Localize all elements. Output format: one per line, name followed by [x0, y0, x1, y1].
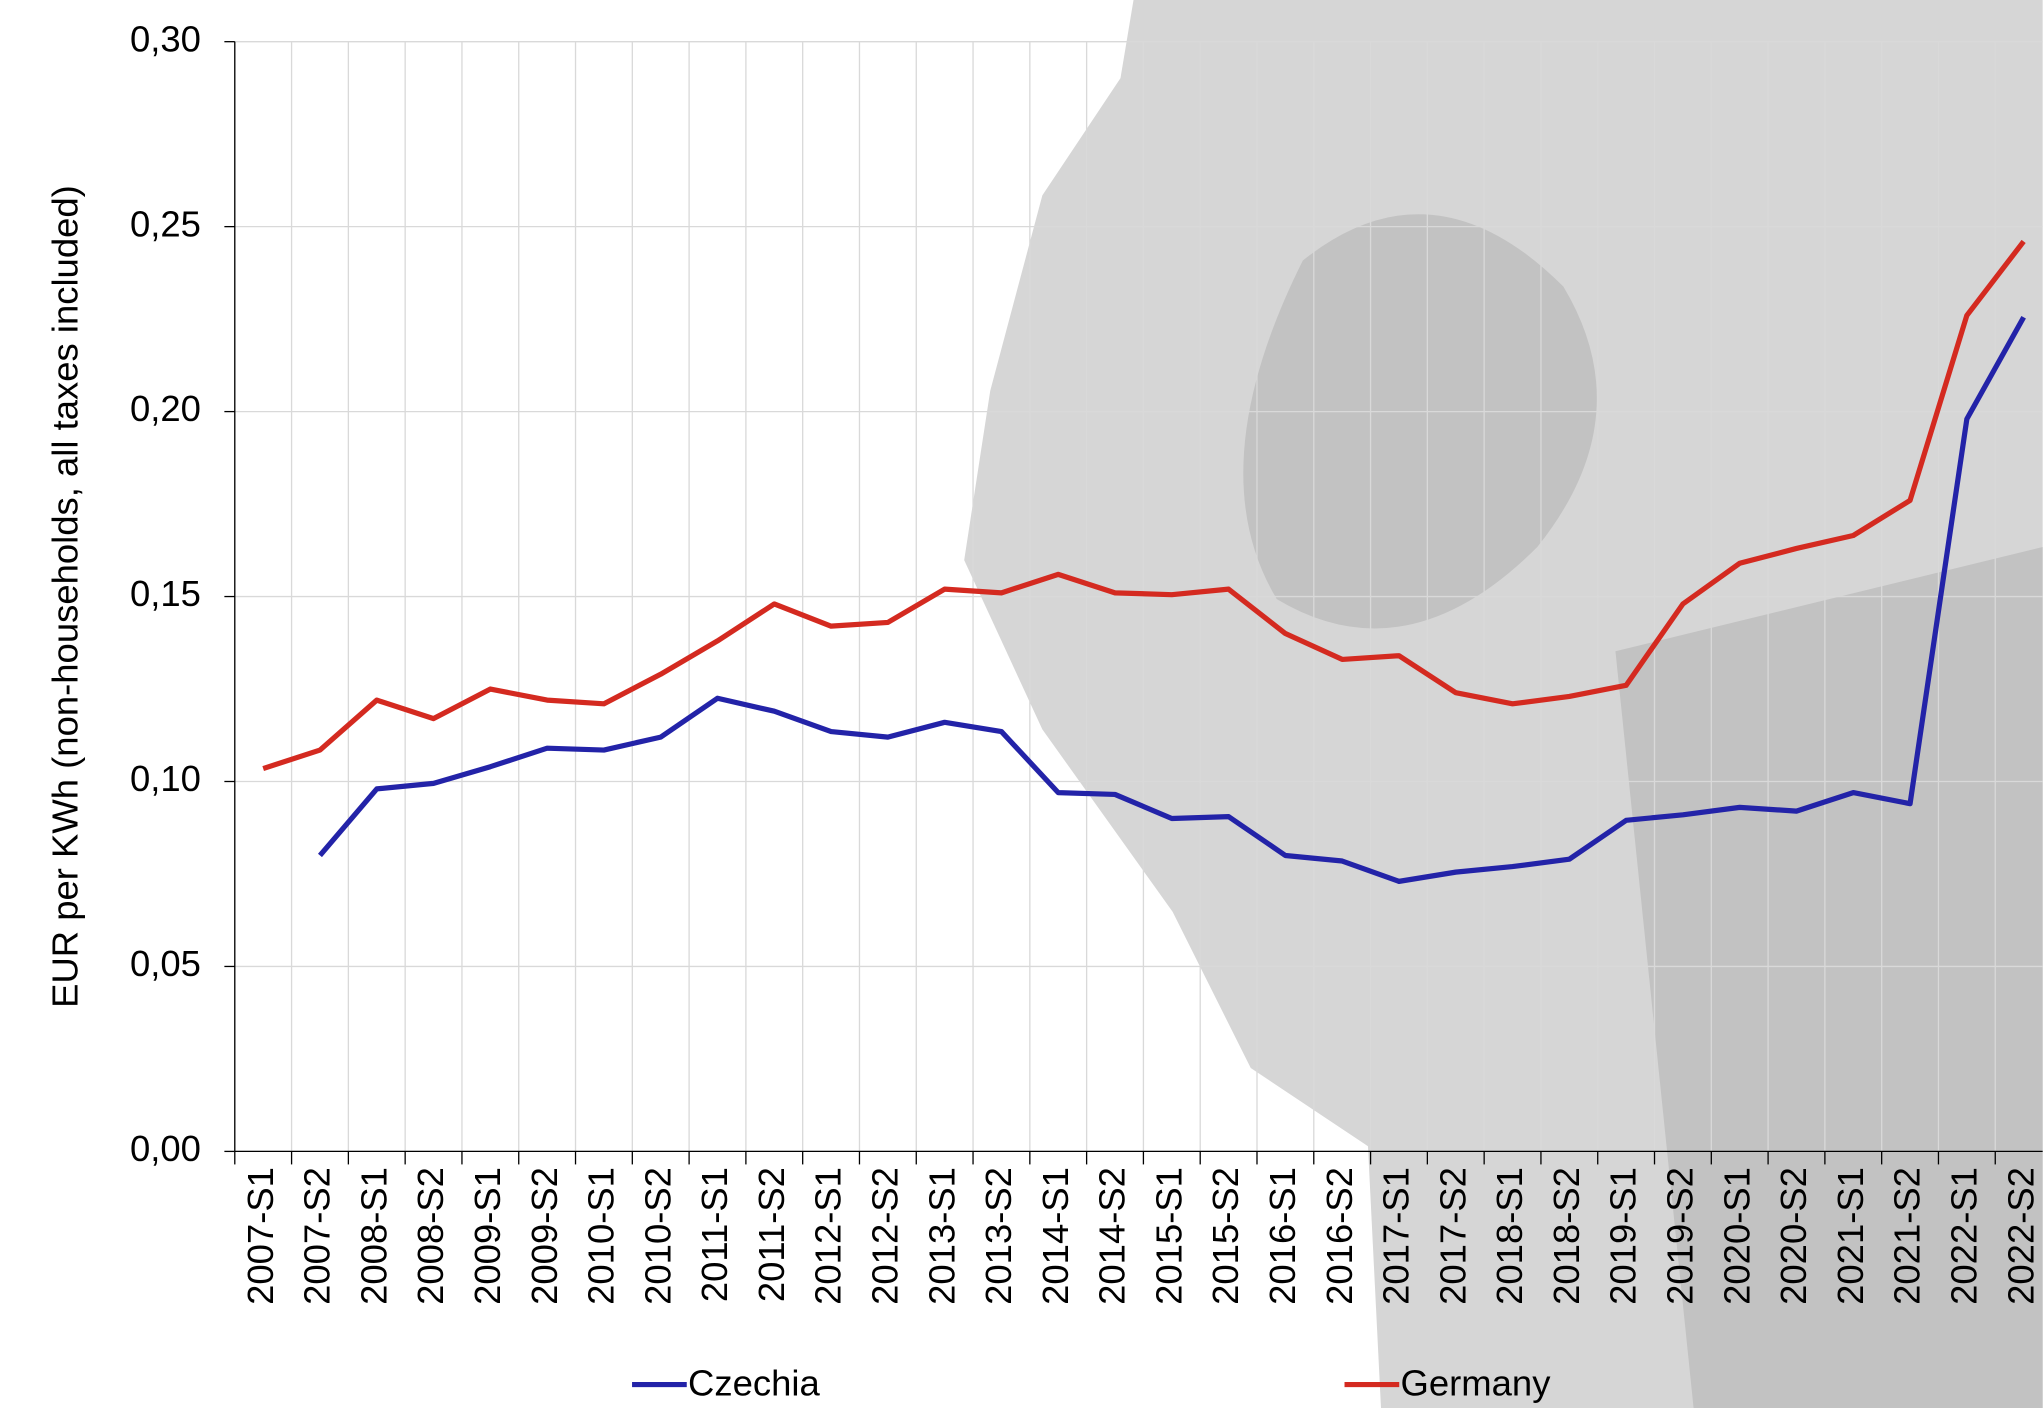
line: [317, 315, 2026, 884]
legend-label: Czechia: [688, 1362, 820, 1403]
y-tick-label: 0,25: [130, 203, 201, 244]
x-tick-label: 2008-S1: [353, 1167, 394, 1305]
x-tick-label: 2019-S2: [1660, 1167, 1701, 1305]
y-tick-label: 0,15: [130, 573, 201, 614]
line: [262, 239, 2026, 772]
legend-label: Germany: [1401, 1362, 1552, 1403]
x-tick-label: 2014-S1: [1035, 1167, 1076, 1305]
x-tick-label: 2011-S2: [751, 1167, 792, 1302]
x-tick-label: 2016-S2: [1319, 1167, 1360, 1305]
y-tick-label: 0,10: [130, 758, 201, 799]
x-tick-label: 2010-S1: [581, 1167, 622, 1305]
y-tick-label: 0,30: [130, 18, 201, 59]
x-tick-label: 2009-S1: [467, 1167, 508, 1305]
x-tick-label: 2017-S2: [1432, 1167, 1473, 1305]
x-tick-label: 2021-S2: [1887, 1167, 1928, 1305]
x-tick-label: 2009-S2: [524, 1167, 565, 1305]
x-tick-label: 2018-S1: [1489, 1167, 1530, 1305]
x-tick-label: 2012-S1: [808, 1167, 849, 1305]
x-tick-label: 2014-S2: [1092, 1167, 1133, 1305]
x-tick-label: 2010-S2: [637, 1167, 678, 1305]
x-tick-label: 2012-S2: [864, 1167, 905, 1305]
x-tick-label: 2022-S2: [2000, 1167, 2041, 1305]
x-tick-label: 2021-S1: [1830, 1167, 1871, 1305]
x-tick-label: 2019-S1: [1603, 1167, 1644, 1305]
x-tick-label: 2015-S2: [1205, 1167, 1246, 1305]
x-tick-label: 2007-S1: [240, 1167, 281, 1305]
x-tick-label: 2020-S2: [1773, 1167, 1814, 1305]
x-tick-label: 2022-S1: [1943, 1167, 1984, 1305]
background-photo-shade: [1243, 214, 2043, 1409]
x-tick-label: 2008-S2: [410, 1167, 451, 1305]
y-tick-label: 0,20: [130, 388, 201, 429]
x-tick-label: 2007-S2: [297, 1167, 338, 1305]
x-tick-label: 2017-S1: [1376, 1167, 1417, 1305]
x-tick-label: 2016-S1: [1262, 1167, 1303, 1305]
y-tick-label: 0,05: [130, 943, 201, 984]
x-tick-label: 2013-S2: [978, 1167, 1019, 1305]
x-tick-label: 2013-S1: [921, 1167, 962, 1305]
x-tick-label: 2011-S1: [694, 1167, 735, 1302]
y-tick-label: 0,00: [130, 1128, 201, 1169]
x-tick-label: 2018-S2: [1546, 1167, 1587, 1305]
y-axis-label: EUR per KWh (non-households, all taxes i…: [45, 185, 86, 1008]
x-tick-label: 2020-S1: [1716, 1167, 1757, 1305]
x-tick-label: 2015-S1: [1148, 1167, 1189, 1305]
